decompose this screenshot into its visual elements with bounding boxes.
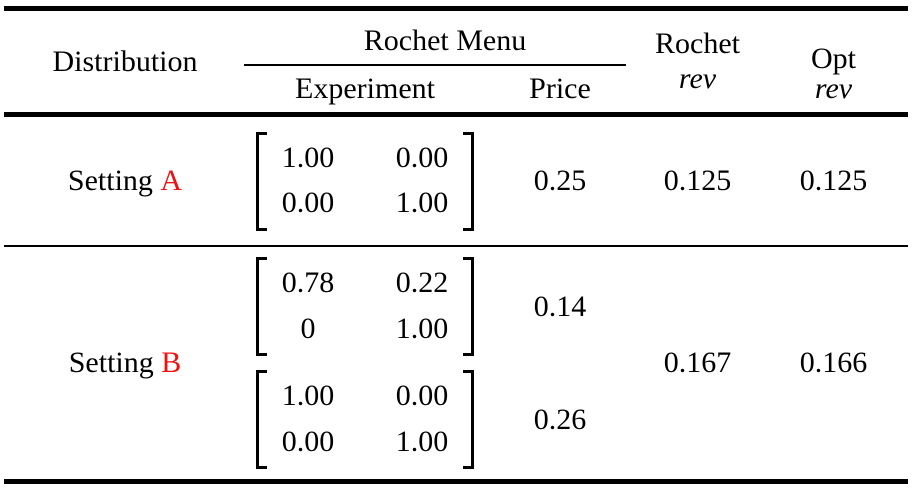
- matrix-left-bracket: [256, 131, 267, 231]
- setting-a-prefix: Setting: [67, 164, 153, 197]
- column-header-rochet-rev: Rochet rev: [640, 11, 755, 112]
- matrix-cell: 0.00: [395, 379, 449, 412]
- matrix-cell: 1.00: [395, 311, 449, 345]
- header-bottom-rule: [4, 112, 908, 117]
- experiment-matrix-a1: 1.00 0.00 0.00 1.00: [250, 131, 480, 231]
- experiment-matrix-b2: 1.00 0.00 0.00 1.00: [250, 370, 480, 469]
- rochet-rev-italic: rev: [678, 61, 717, 95]
- opt-word: Opt: [811, 41, 856, 75]
- matrix-cell: 0.78: [281, 266, 335, 299]
- column-header-experiment: Experiment: [295, 71, 435, 105]
- matrix-cell: 1.00: [281, 140, 335, 174]
- setting-a-letter: A: [160, 164, 183, 197]
- setting-a-menus: 1.00 0.00 0.00 1.00 0.25: [250, 117, 640, 245]
- table-header-row: Distribution Rochet Menu Experiment Pric…: [0, 11, 912, 112]
- rochet-menu-cmidrule: [244, 63, 626, 66]
- opt-rev-value-b: 0.166: [799, 346, 868, 379]
- matrix: 0.78 0.22 0 1.00: [256, 257, 474, 356]
- price-value-b2: 0.26: [533, 402, 587, 436]
- row-separator-rule: [4, 245, 908, 247]
- matrix-values: 1.00 0.00 0.00 1.00: [267, 370, 463, 469]
- column-header-price: Price: [529, 71, 591, 105]
- setting-b-letter: B: [161, 346, 182, 379]
- matrix-left-bracket: [256, 257, 267, 356]
- menu-line: 1.00 0.00 0.00 1.00 0.26: [250, 370, 640, 469]
- table-top-rule: [4, 6, 908, 11]
- experiment-matrix-b1: 0.78 0.22 0 1.00: [250, 257, 480, 356]
- matrix-right-bracket: [463, 131, 474, 231]
- rochet-rev-word: Rochet: [655, 27, 740, 60]
- matrix-values: 0.78 0.22 0 1.00: [267, 257, 463, 356]
- matrix-cell: 1.00: [281, 379, 335, 412]
- price-value-b1: 0.14: [533, 289, 587, 323]
- matrix-right-bracket: [463, 370, 474, 469]
- rochet-rev-value-b: 0.167: [663, 346, 732, 379]
- rochet-menu-subheaders: Experiment Price: [250, 66, 640, 113]
- matrix: 1.00 0.00 0.00 1.00: [256, 131, 474, 231]
- matrix-cell: 0.00: [281, 186, 335, 219]
- matrix-cell: 0.22: [395, 266, 449, 299]
- setting-b-prefix: Setting: [68, 346, 154, 379]
- setting-b-menus: 0.78 0.22 0 1.00 0.14 1.00: [250, 247, 640, 479]
- column-header-distribution: Distribution: [52, 44, 198, 78]
- matrix-right-bracket: [463, 257, 474, 356]
- matrix-cell: 1.00: [395, 186, 449, 219]
- table-row-setting-b: Setting B 0.78 0.22 0 1.00: [0, 247, 912, 479]
- matrix: 1.00 0.00 0.00 1.00: [256, 370, 474, 469]
- column-group-rochet-menu: Rochet Menu Experiment Price: [244, 11, 640, 113]
- matrix-cell: 1.00: [395, 424, 449, 458]
- table-bottom-rule: [4, 479, 908, 484]
- matrix-cell: 0.00: [395, 140, 449, 174]
- rochet-rev-value-a: 0.125: [663, 164, 732, 197]
- matrix-left-bracket: [256, 370, 267, 469]
- price-value-a1: 0.25: [533, 164, 587, 197]
- menu-line: 0.78 0.22 0 1.00 0.14: [250, 257, 640, 356]
- column-header-opt-rev: Opt rev: [755, 11, 912, 112]
- table-row-setting-a: Setting A 1.00 0.00 0.00 1.00: [0, 117, 912, 245]
- matrix-cell: 0: [300, 311, 316, 345]
- column-header-rochet-menu: Rochet Menu: [363, 23, 527, 57]
- opt-rev-italic: rev: [814, 71, 853, 105]
- setting-b-label: Setting B: [0, 247, 250, 479]
- menu-line: 1.00 0.00 0.00 1.00 0.25: [250, 131, 640, 231]
- matrix-cell: 0.00: [281, 424, 335, 458]
- matrix-values: 1.00 0.00 0.00 1.00: [267, 132, 463, 231]
- opt-rev-value-a: 0.125: [799, 164, 868, 197]
- setting-a-label: Setting A: [0, 117, 250, 245]
